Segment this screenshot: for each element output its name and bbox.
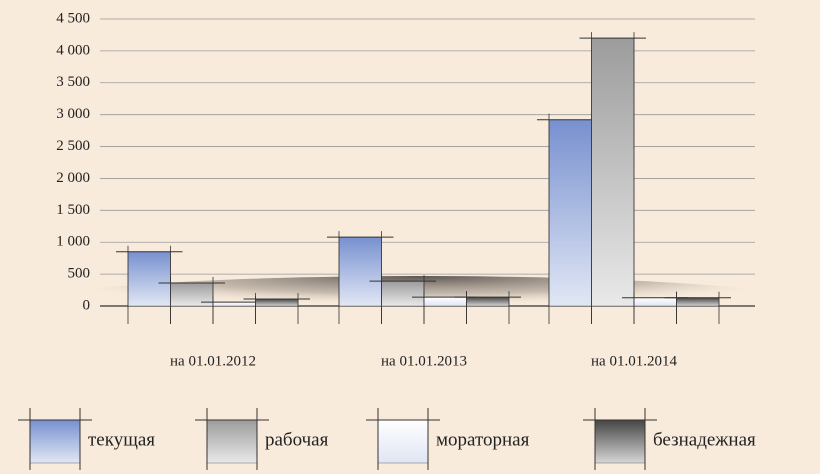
bar xyxy=(423,296,467,307)
y-tick-label: 4 500 xyxy=(56,10,90,26)
y-tick-label: 2 500 xyxy=(56,138,90,154)
legend-swatch xyxy=(377,419,429,464)
x-tick-label: на 01.01.2012 xyxy=(170,353,256,369)
y-tick-label: 0 xyxy=(83,297,91,313)
y-tick-label: 1 000 xyxy=(56,234,90,250)
bar xyxy=(548,119,592,307)
y-tick-label: 3 000 xyxy=(56,106,90,122)
legend-label: безнадежная xyxy=(653,429,756,450)
y-tick-label: 500 xyxy=(68,266,91,282)
bar xyxy=(255,298,299,307)
bar xyxy=(381,280,425,307)
bar xyxy=(212,301,256,307)
bar xyxy=(466,296,510,307)
bar xyxy=(127,251,171,307)
legend-label: текущая xyxy=(88,429,155,450)
y-tick-label: 3 500 xyxy=(56,74,90,90)
bar xyxy=(338,236,382,307)
legend-swatch xyxy=(594,419,646,464)
legend-label: рабочая xyxy=(265,429,329,450)
legend-label: мораторная xyxy=(436,429,530,450)
y-tick-label: 4 000 xyxy=(56,42,90,58)
bar xyxy=(633,297,677,307)
bar xyxy=(591,37,635,307)
x-tick-label: на 01.01.2014 xyxy=(591,353,677,369)
y-tick-label: 1 500 xyxy=(56,202,90,218)
legend-swatch xyxy=(206,419,258,464)
legend-swatch xyxy=(29,419,81,464)
bar xyxy=(676,297,720,307)
y-tick-label: 2 000 xyxy=(56,170,90,186)
x-tick-label: на 01.01.2013 xyxy=(381,353,467,369)
